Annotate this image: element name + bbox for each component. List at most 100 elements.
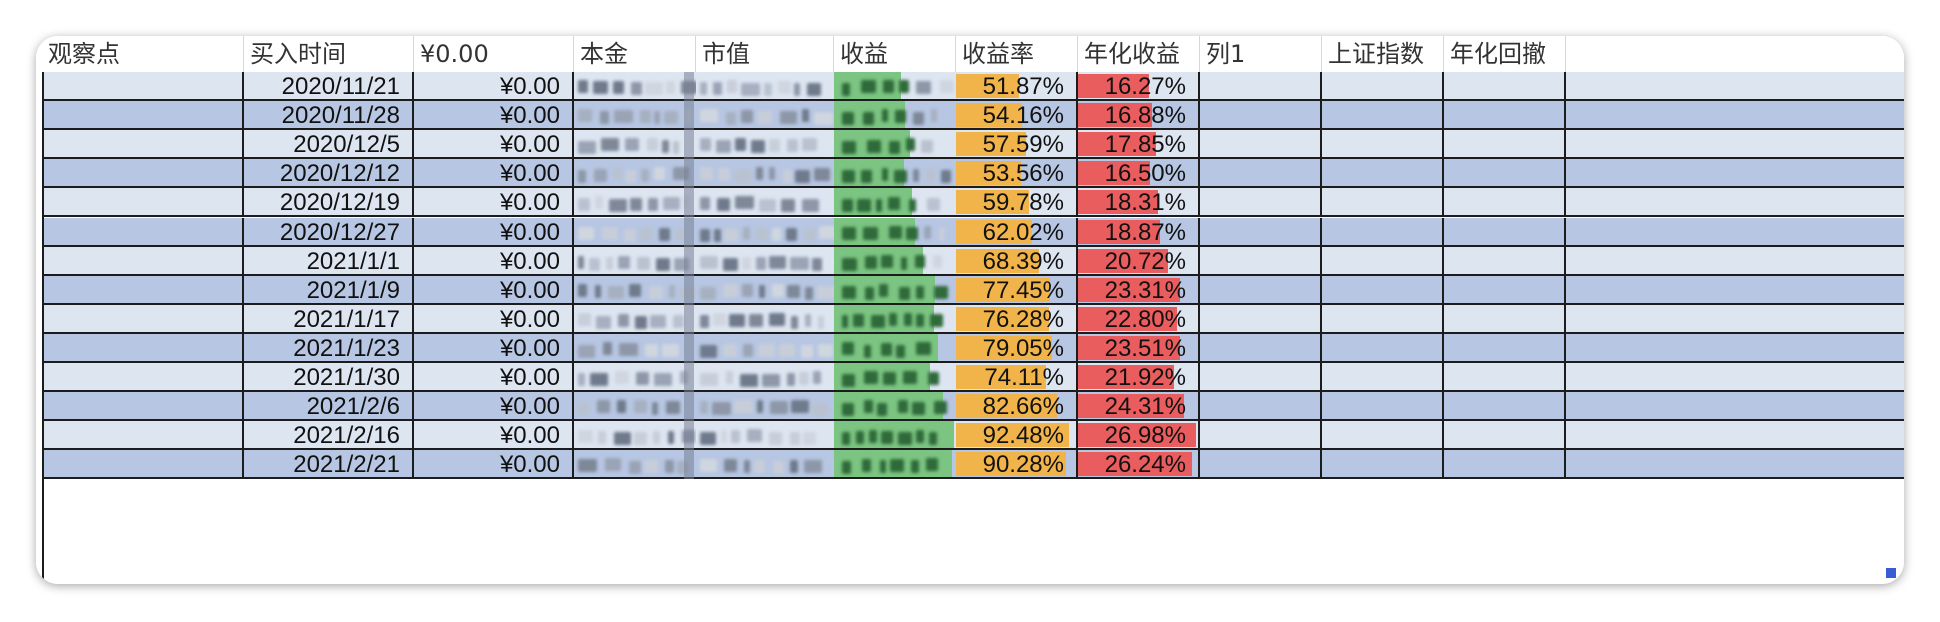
table-row[interactable]: 2021/2/21 ¥0.00 90.28% 26.24% bbox=[36, 450, 1904, 480]
header-col-gain[interactable]: 收益 bbox=[834, 36, 956, 72]
cell-col1[interactable] bbox=[1200, 217, 1322, 245]
header-col-return-rate[interactable]: 收益率 bbox=[956, 36, 1078, 72]
cell-amount[interactable]: ¥0.00 bbox=[414, 72, 574, 100]
cell-buy-time[interactable]: 2020/12/5 bbox=[244, 130, 414, 158]
cell-annual-return[interactable]: 16.27% bbox=[1078, 72, 1200, 100]
cell-sse-index[interactable] bbox=[1322, 333, 1444, 361]
table-row[interactable]: 2021/1/1 ¥0.00 68.39% 20.72% bbox=[36, 246, 1904, 276]
cell-annual-return[interactable]: 24.31% bbox=[1078, 392, 1200, 420]
cell-amount[interactable]: ¥0.00 bbox=[414, 188, 574, 216]
header-col-buy-time[interactable]: 买入时间 bbox=[244, 36, 414, 72]
cell-amount[interactable]: ¥0.00 bbox=[414, 333, 574, 361]
cell-sse-index[interactable] bbox=[1322, 304, 1444, 332]
cell-annual-drawdown[interactable] bbox=[1444, 304, 1566, 332]
cell-principal-redacted[interactable] bbox=[574, 276, 696, 303]
table-row[interactable]: 2020/11/21 ¥0.00 51.87% 16.27% bbox=[36, 72, 1904, 102]
cell-principal-redacted[interactable] bbox=[574, 363, 696, 390]
header-col-market-value[interactable]: 市值 bbox=[696, 36, 834, 72]
cell-principal-redacted[interactable] bbox=[574, 305, 696, 332]
cell-return-rate[interactable]: 82.66% bbox=[956, 392, 1078, 420]
cell-gain-redacted[interactable] bbox=[834, 333, 956, 361]
cell-annual-return[interactable]: 16.88% bbox=[1078, 101, 1200, 129]
cell-annual-return[interactable]: 17.85% bbox=[1078, 130, 1200, 158]
cell-market-value-redacted[interactable] bbox=[696, 218, 834, 245]
cell-observation[interactable] bbox=[42, 333, 244, 361]
header-col-1[interactable]: 列1 bbox=[1200, 36, 1322, 72]
cell-return-rate[interactable]: 62.02% bbox=[956, 217, 1078, 245]
cell-annual-return[interactable]: 20.72% bbox=[1078, 246, 1200, 274]
cell-amount[interactable]: ¥0.00 bbox=[414, 130, 574, 158]
cell-col1[interactable] bbox=[1200, 304, 1322, 332]
cell-return-rate[interactable]: 74.11% bbox=[956, 363, 1078, 391]
cell-amount[interactable]: ¥0.00 bbox=[414, 363, 574, 391]
cell-market-value-redacted[interactable] bbox=[696, 363, 834, 390]
cell-observation[interactable] bbox=[42, 363, 244, 391]
cell-sse-index[interactable] bbox=[1322, 188, 1444, 216]
cell-observation[interactable] bbox=[42, 392, 244, 420]
header-col-sse-index[interactable]: 上证指数 bbox=[1322, 36, 1444, 72]
cell-market-value-redacted[interactable] bbox=[696, 188, 834, 215]
cell-sse-index[interactable] bbox=[1322, 421, 1444, 449]
cell-buy-time[interactable]: 2020/11/21 bbox=[244, 72, 414, 100]
cell-sse-index[interactable] bbox=[1322, 130, 1444, 158]
cell-principal-redacted[interactable] bbox=[574, 247, 696, 274]
cell-sse-index[interactable] bbox=[1322, 275, 1444, 303]
table-row[interactable]: 2020/12/19 ¥0.00 59.78% 18.31% bbox=[36, 188, 1904, 218]
cell-principal-redacted[interactable] bbox=[574, 130, 696, 157]
cell-gain-redacted[interactable] bbox=[834, 392, 956, 420]
cell-annual-return[interactable]: 21.92% bbox=[1078, 363, 1200, 391]
cell-observation[interactable] bbox=[42, 217, 244, 245]
cell-principal-redacted[interactable] bbox=[574, 159, 696, 186]
table-row[interactable]: 2021/1/17 ¥0.00 76.28% 22.80% bbox=[36, 304, 1904, 334]
cell-sse-index[interactable] bbox=[1322, 246, 1444, 274]
cell-return-rate[interactable]: 57.59% bbox=[956, 130, 1078, 158]
cell-market-value-redacted[interactable] bbox=[696, 101, 834, 128]
cell-amount[interactable]: ¥0.00 bbox=[414, 275, 574, 303]
cell-sse-index[interactable] bbox=[1322, 217, 1444, 245]
table-row[interactable]: 2020/12/12 ¥0.00 53.56% 16.50% bbox=[36, 159, 1904, 189]
cell-annual-drawdown[interactable] bbox=[1444, 130, 1566, 158]
header-col-amount[interactable]: ¥0.00 bbox=[414, 36, 574, 72]
cell-observation[interactable] bbox=[42, 246, 244, 274]
cell-amount[interactable]: ¥0.00 bbox=[414, 304, 574, 332]
cell-market-value-redacted[interactable] bbox=[696, 130, 834, 157]
cell-amount[interactable]: ¥0.00 bbox=[414, 450, 574, 478]
cell-annual-drawdown[interactable] bbox=[1444, 101, 1566, 129]
cell-annual-drawdown[interactable] bbox=[1444, 363, 1566, 391]
resize-handle-icon[interactable] bbox=[1886, 568, 1896, 578]
cell-buy-time[interactable]: 2021/1/9 bbox=[244, 275, 414, 303]
cell-return-rate[interactable]: 51.87% bbox=[956, 72, 1078, 100]
cell-return-rate[interactable]: 92.48% bbox=[956, 421, 1078, 449]
cell-amount[interactable]: ¥0.00 bbox=[414, 392, 574, 420]
cell-observation[interactable] bbox=[42, 421, 244, 449]
cell-buy-time[interactable]: 2020/12/19 bbox=[244, 188, 414, 216]
cell-observation[interactable] bbox=[42, 304, 244, 332]
cell-return-rate[interactable]: 54.16% bbox=[956, 101, 1078, 129]
cell-market-value-redacted[interactable] bbox=[696, 450, 834, 477]
cell-observation[interactable] bbox=[42, 159, 244, 187]
cell-col1[interactable] bbox=[1200, 421, 1322, 449]
cell-col1[interactable] bbox=[1200, 130, 1322, 158]
cell-observation[interactable] bbox=[42, 275, 244, 303]
header-col-annual-return[interactable]: 年化收益 bbox=[1078, 36, 1200, 72]
cell-market-value-redacted[interactable] bbox=[696, 72, 834, 99]
cell-principal-redacted[interactable] bbox=[574, 392, 696, 419]
cell-sse-index[interactable] bbox=[1322, 392, 1444, 420]
cell-col1[interactable] bbox=[1200, 450, 1322, 478]
cell-gain-redacted[interactable] bbox=[834, 72, 956, 100]
cell-market-value-redacted[interactable] bbox=[696, 334, 834, 361]
cell-annual-drawdown[interactable] bbox=[1444, 188, 1566, 216]
cell-gain-redacted[interactable] bbox=[834, 188, 956, 216]
cell-annual-drawdown[interactable] bbox=[1444, 421, 1566, 449]
table-row[interactable]: 2021/2/6 ¥0.00 82.66% 24.31% bbox=[36, 392, 1904, 422]
cell-col1[interactable] bbox=[1200, 101, 1322, 129]
cell-gain-redacted[interactable] bbox=[834, 217, 956, 245]
cell-amount[interactable]: ¥0.00 bbox=[414, 159, 574, 187]
cell-gain-redacted[interactable] bbox=[834, 304, 956, 332]
cell-gain-redacted[interactable] bbox=[834, 421, 956, 449]
cell-annual-drawdown[interactable] bbox=[1444, 159, 1566, 187]
cell-annual-drawdown[interactable] bbox=[1444, 392, 1566, 420]
cell-annual-return[interactable]: 23.31% bbox=[1078, 275, 1200, 303]
cell-buy-time[interactable]: 2020/12/12 bbox=[244, 159, 414, 187]
cell-principal-redacted[interactable] bbox=[574, 188, 696, 215]
